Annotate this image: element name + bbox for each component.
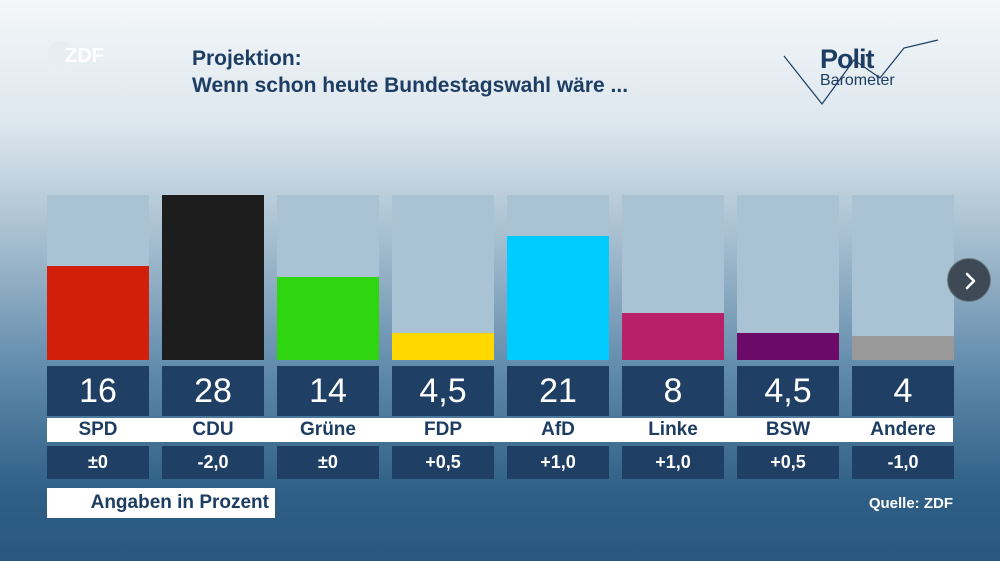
value-label-linke: 8 <box>622 366 724 416</box>
party-label-fdp: FDP <box>424 419 462 440</box>
brand-word-polit: Polit <box>820 44 874 74</box>
title-line-2: Wenn schon heute Bundestagswahl wäre ... <box>192 74 629 97</box>
bar-track <box>737 195 839 360</box>
change-label-afd: +1,0 <box>507 446 609 479</box>
change-label-fdp: +0,5 <box>392 446 494 479</box>
bar-track <box>507 195 609 360</box>
change-label-linke: +1,0 <box>622 446 724 479</box>
value-label-spd: 16 <box>47 366 149 416</box>
zdf-logo-text: ZDF <box>65 45 104 67</box>
value-label-afd: 21 <box>507 366 609 416</box>
value-label-fdp: 4,5 <box>392 366 494 416</box>
bar-linke <box>622 313 724 360</box>
zdf-logo-icon: ZDF <box>47 40 111 70</box>
bar-track <box>162 195 264 360</box>
title-line-1: Projektion: <box>192 47 302 70</box>
politbarometer-line-icon <box>783 39 939 105</box>
bar-andere <box>852 336 954 360</box>
politbarometer-logo: Polit Barometer <box>782 38 942 108</box>
change-label-andere: -1,0 <box>852 446 954 479</box>
next-button[interactable] <box>947 258 991 302</box>
party-label-gr-ne: Grüne <box>300 419 356 440</box>
change-label-cdu: -2,0 <box>162 446 264 479</box>
bar-fdp <box>392 333 494 360</box>
value-label-cdu: 28 <box>162 366 264 416</box>
bar-spd <box>47 266 149 360</box>
party-label-linke: Linke <box>648 419 698 440</box>
value-label-andere: 4 <box>852 366 954 416</box>
chevron-right-icon <box>965 272 976 290</box>
bar-gr-ne <box>277 277 379 360</box>
chart-title: Projektion: Wenn schon heute Bundestagsw… <box>192 45 628 99</box>
brand-word-barometer: Barometer <box>820 72 895 89</box>
bar-track <box>622 195 724 360</box>
bar-track <box>852 195 954 360</box>
party-label-strip <box>47 418 953 442</box>
change-label-gr-ne: ±0 <box>277 446 379 479</box>
bar-bsw <box>737 333 839 360</box>
change-label-bsw: +0,5 <box>737 446 839 479</box>
party-label-andere: Andere <box>870 419 936 440</box>
party-label-afd: AfD <box>541 419 575 440</box>
source-label: Quelle: ZDF <box>868 495 953 512</box>
party-label-cdu: CDU <box>192 419 234 440</box>
bar-track <box>47 195 149 360</box>
bar-cdu <box>162 195 264 360</box>
value-label-gr-ne: 14 <box>277 366 379 416</box>
bar-track <box>277 195 379 360</box>
bar-afd <box>507 236 609 360</box>
party-label-bsw: BSW <box>765 419 811 440</box>
value-label-bsw: 4,5 <box>737 366 839 416</box>
bar-track <box>392 195 494 360</box>
change-label-spd: ±0 <box>47 446 149 479</box>
unit-note: Angaben in Prozent <box>47 488 275 518</box>
party-label-spd: SPD <box>78 419 118 440</box>
